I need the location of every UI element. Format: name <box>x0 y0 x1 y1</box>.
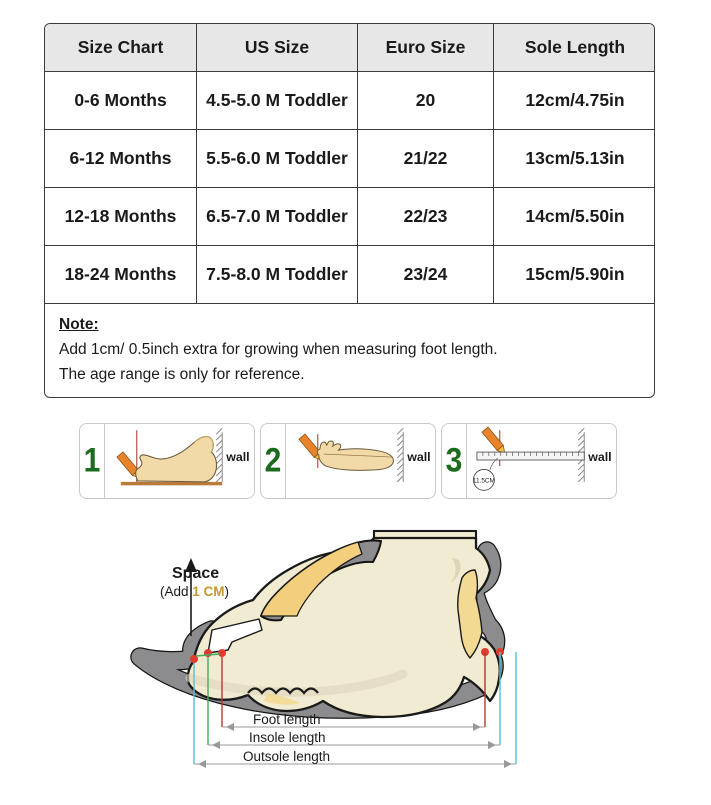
svg-text:Outsole length: Outsole length <box>243 749 330 764</box>
svg-text:(Add 1 CM): (Add 1 CM) <box>160 584 229 599</box>
svg-text:Insole length: Insole length <box>249 730 326 745</box>
svg-text:Space: Space <box>172 565 219 582</box>
svg-text:Foot length: Foot length <box>253 712 321 727</box>
